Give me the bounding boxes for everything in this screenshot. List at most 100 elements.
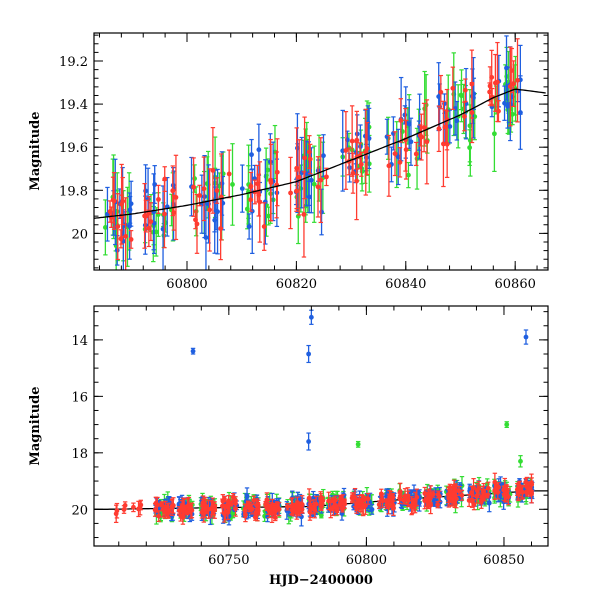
red-data-point [495, 79, 500, 85]
red-data-point [170, 188, 176, 194]
red-data-point [397, 159, 403, 165]
red-data-point [180, 515, 186, 520]
red-data-point [515, 77, 520, 83]
blue-data-point [202, 194, 208, 200]
top-panel-frame [93, 32, 549, 271]
blue-data-point [203, 235, 209, 240]
y-tick-label: 18 [71, 447, 88, 462]
red-data-point [181, 505, 187, 511]
red-data-point [115, 224, 121, 229]
red-data-point [261, 224, 267, 229]
red-data-point [350, 170, 356, 176]
blue-data-point [143, 188, 149, 194]
blue-data-point [502, 100, 507, 106]
red-data-point [402, 493, 408, 499]
red-data-point [306, 149, 312, 155]
x-tick-label: 60750 [208, 553, 249, 568]
red-data-point [341, 501, 347, 506]
red-data-point [162, 508, 168, 514]
red-data-point [233, 501, 238, 506]
green-data-point [102, 225, 108, 230]
red-data-point [487, 83, 493, 89]
red-data-point [462, 87, 468, 93]
red-data-point [529, 491, 535, 497]
red-data-point [252, 514, 258, 520]
red-data-point [524, 490, 530, 496]
blue-data-point [246, 224, 252, 229]
top-panel-data [94, 35, 546, 270]
red-data-point [225, 504, 231, 510]
red-data-point [299, 502, 305, 507]
red-data-point [493, 489, 498, 494]
red-data-point [352, 495, 358, 500]
red-data-point [187, 505, 192, 511]
red-data-point [302, 155, 308, 161]
bottom-y-axis-label: Magnitude [28, 386, 43, 465]
red-data-point [206, 506, 211, 512]
red-data-point [274, 169, 280, 175]
red-data-point [248, 183, 254, 189]
green-data-point [467, 145, 473, 151]
red-data-point [193, 217, 198, 223]
red-data-point [272, 506, 277, 512]
top-panel-ticks: 60800 60820 60840 60860 19.2 19.4 19.6 19.8 20 [59, 33, 548, 292]
blue-outlier-point [190, 348, 196, 354]
y-tick-label: 20 [71, 227, 88, 242]
blue-data-point [369, 506, 375, 512]
red-data-point [210, 505, 215, 511]
blue-data-point [431, 497, 437, 503]
red-data-point [110, 197, 116, 203]
red-data-point [131, 504, 136, 510]
red-data-point [459, 492, 465, 498]
red-data-point [268, 180, 274, 185]
red-data-point [254, 181, 260, 187]
red-data-point [481, 489, 487, 494]
red-data-point [245, 501, 251, 507]
red-data-point [462, 114, 467, 119]
red-data-point [173, 194, 179, 200]
red-data-point [519, 489, 525, 495]
red-data-point [318, 177, 324, 183]
x-tick-label: 60860 [495, 277, 536, 292]
blue-data-point [249, 152, 254, 158]
red-data-point [364, 146, 370, 151]
red-data-point [324, 174, 329, 180]
bottom-x-axis-label: HJD−2400000 [269, 573, 373, 588]
blue-data-point [504, 65, 509, 71]
blue-data-point [308, 177, 314, 183]
red-data-point [142, 213, 147, 219]
red-data-point [294, 188, 299, 194]
red-data-point [410, 499, 416, 505]
red-data-point [136, 506, 141, 512]
red-data-point [398, 118, 404, 123]
red-data-point [511, 81, 516, 87]
red-data-point [326, 498, 332, 504]
green-data-point [359, 169, 365, 174]
red-data-point [392, 151, 398, 157]
blue-data-point [152, 182, 158, 187]
red-data-point [436, 126, 442, 132]
red-data-point [210, 168, 216, 173]
green-outlier-point [504, 422, 510, 427]
red-data-point [307, 156, 313, 162]
green-outlier-point [518, 458, 523, 464]
red-data-point [315, 184, 321, 190]
red-data-point [218, 226, 224, 231]
red-data-point [162, 176, 168, 182]
blue-data-point [452, 106, 458, 111]
blue-data-point [239, 186, 245, 192]
red-data-point [424, 496, 430, 502]
red-data-point [153, 500, 159, 506]
red-data-point [221, 511, 227, 516]
green-data-point [230, 182, 235, 187]
red-data-point [156, 513, 162, 519]
red-data-point [191, 184, 196, 190]
bottom-panel-full: 60750 60800 60850 14 16 18 20 Magnitude HJD−24… [28, 305, 549, 588]
blue-data-point [256, 147, 262, 153]
red-data-point [222, 496, 227, 502]
red-data-point [469, 498, 475, 504]
red-data-point [414, 494, 420, 500]
red-data-point [122, 503, 128, 508]
blue-data-point [215, 209, 220, 215]
